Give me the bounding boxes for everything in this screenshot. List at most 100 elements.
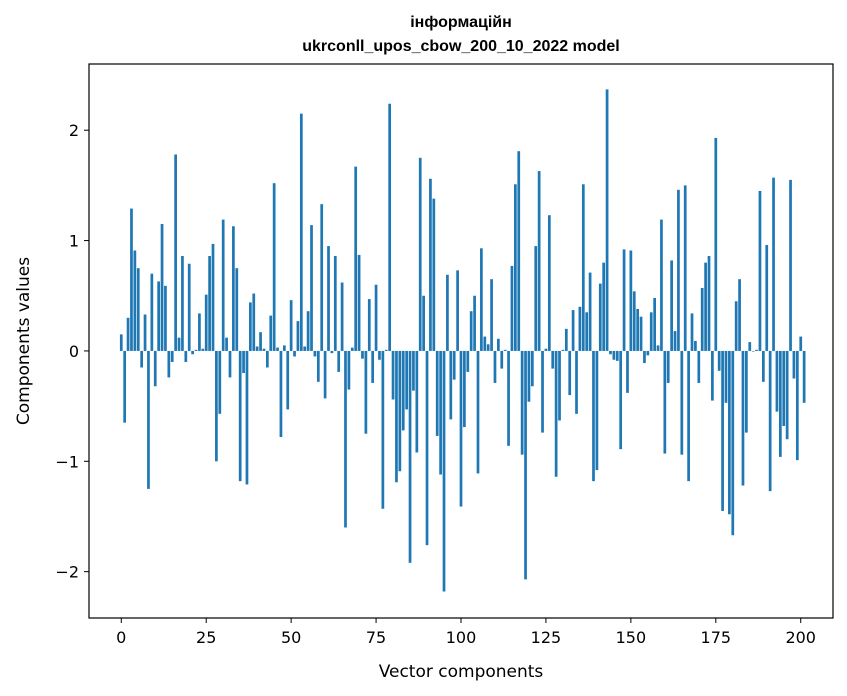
bar: [293, 350, 296, 357]
bar: [486, 344, 490, 351]
bar: [612, 350, 616, 360]
bar: [761, 350, 765, 382]
bar: [133, 250, 137, 351]
bar: [622, 249, 626, 351]
bar: [425, 350, 429, 546]
bar: [731, 350, 735, 536]
bar: [497, 338, 500, 351]
bar: [530, 350, 534, 387]
bar: [378, 350, 381, 360]
bar: [507, 350, 510, 446]
bar: [170, 350, 174, 362]
bar: [405, 350, 409, 410]
y-tick-label: −1: [55, 452, 79, 471]
bar: [361, 350, 364, 359]
bar: [429, 178, 432, 351]
bar: [181, 256, 184, 351]
bar: [795, 350, 799, 461]
bar: [775, 350, 779, 412]
bar: [714, 137, 718, 351]
bar: [765, 244, 769, 351]
x-tick-label: 50: [281, 628, 301, 647]
bar: [799, 336, 803, 351]
y-tick-label: 0: [69, 342, 79, 361]
bar: [242, 350, 245, 374]
bar: [395, 350, 398, 483]
bar: [782, 350, 786, 426]
bar: [663, 350, 667, 454]
bar: [666, 350, 670, 383]
bar: [711, 350, 714, 401]
bar: [215, 350, 218, 462]
bar: [619, 350, 623, 450]
bar: [721, 350, 724, 511]
bar: [524, 350, 527, 580]
bar: [310, 225, 313, 351]
y-axis-label: Components values: [14, 257, 34, 425]
bar: [235, 268, 239, 351]
bar: [785, 350, 789, 440]
bar: [772, 177, 775, 351]
bar: [167, 350, 171, 378]
bar: [517, 151, 521, 351]
bar: [136, 268, 140, 351]
x-tick-label: 150: [616, 628, 647, 647]
bar: [459, 350, 463, 507]
bar: [456, 270, 459, 351]
bar: [306, 311, 310, 351]
bar: [442, 350, 446, 592]
bar: [184, 350, 188, 362]
x-tick-label: 125: [531, 628, 562, 647]
bar: [218, 350, 222, 414]
bar: [605, 89, 609, 351]
bar: [187, 263, 191, 351]
bar: [768, 350, 772, 492]
bar: [435, 350, 439, 436]
bar: [639, 316, 643, 351]
bar: [592, 350, 595, 482]
bar: [480, 248, 483, 351]
bar: [276, 347, 279, 351]
bar: [289, 300, 293, 351]
bar: [259, 332, 262, 351]
bar: [265, 350, 269, 368]
bar: [333, 256, 337, 351]
bar: [140, 350, 144, 368]
bar: [544, 348, 548, 351]
bar: [748, 342, 752, 351]
bar: [537, 171, 541, 351]
bar: [303, 346, 307, 351]
bar: [126, 317, 130, 351]
bar: [130, 208, 133, 351]
bar: [191, 350, 194, 355]
bar: [585, 312, 589, 351]
bar: [374, 284, 378, 351]
bar: [704, 262, 707, 351]
bar: [510, 265, 514, 351]
bar: [143, 314, 147, 351]
bar: [632, 291, 636, 351]
bar: [513, 184, 517, 351]
bar: [636, 308, 640, 351]
bar: [238, 350, 242, 482]
bar: [670, 260, 673, 351]
y-tick-label: 2: [69, 121, 79, 140]
bar: [561, 349, 565, 351]
bar: [469, 311, 473, 351]
bar: [741, 350, 745, 486]
bar: [677, 189, 680, 351]
x-tick-label: 75: [366, 628, 386, 647]
bar: [558, 350, 561, 421]
bar: [367, 299, 371, 351]
bar: [789, 179, 792, 351]
bar: [412, 350, 415, 391]
bar: [313, 350, 317, 357]
bar: [738, 279, 741, 351]
bar: [683, 185, 687, 351]
bar: [680, 350, 684, 455]
bar: [255, 346, 259, 351]
bar: [221, 219, 225, 351]
bar: [327, 246, 330, 351]
bar: [160, 224, 164, 351]
